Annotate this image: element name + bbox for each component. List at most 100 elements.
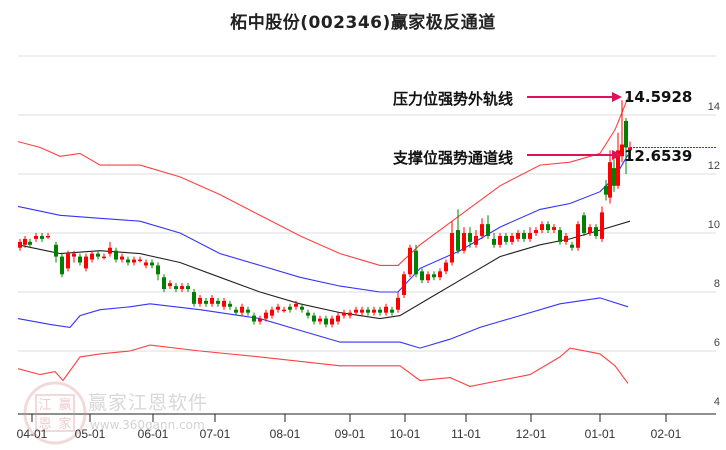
- candle-body: [78, 256, 82, 263]
- candle-body: [72, 253, 76, 257]
- candle-body: [408, 247, 412, 275]
- candle-body: [228, 303, 232, 307]
- watermark-url: www.360gann.com: [90, 418, 205, 432]
- candle-body: [558, 230, 562, 242]
- candle-body: [108, 247, 112, 254]
- x-tick-label: 07-01: [199, 427, 231, 441]
- candle-body: [546, 224, 550, 231]
- y-tick-label: 8: [713, 278, 720, 290]
- candle-body: [516, 233, 520, 239]
- candle-body: [540, 224, 544, 231]
- candle-body: [620, 144, 624, 157]
- candle-body: [438, 271, 442, 278]
- candle-body: [432, 274, 436, 278]
- candle-body: [156, 265, 160, 275]
- x-tick-label: 09-01: [334, 427, 366, 441]
- candle-body: [616, 150, 620, 186]
- candle-body: [132, 259, 136, 263]
- candle-body: [114, 250, 118, 260]
- candle-body: [420, 271, 424, 281]
- candle-body: [608, 162, 612, 198]
- candle-body: [210, 297, 214, 304]
- candle-body: [84, 256, 88, 269]
- candle-body: [402, 274, 406, 295]
- x-tick-label: 06-01: [137, 427, 169, 441]
- candle-body: [486, 224, 490, 236]
- pressure-line-label: 压力位强势外轨线: [393, 90, 514, 108]
- x-tick-label: 04-01: [16, 427, 48, 441]
- candle-body: [180, 286, 184, 290]
- candle-body: [150, 262, 154, 266]
- grid-lines: [18, 55, 716, 352]
- seal-ring: [23, 381, 87, 445]
- candle-body: [40, 235, 44, 239]
- y-tick-label: 6: [713, 337, 720, 349]
- channel-lines: [17, 97, 716, 387]
- candle-body: [252, 315, 256, 322]
- candle-body: [222, 300, 226, 307]
- candle-body: [348, 312, 352, 316]
- candle-body: [330, 318, 334, 325]
- candle-body: [366, 309, 370, 313]
- x-tick-label: 12-01: [515, 427, 547, 441]
- candle-body: [102, 256, 106, 259]
- candle-body: [174, 286, 178, 290]
- candle-body: [426, 274, 430, 281]
- candle-body: [336, 315, 340, 322]
- candle-body: [23, 238, 27, 245]
- candle-body: [318, 318, 322, 322]
- candle-body: [28, 241, 32, 245]
- candle-body: [450, 233, 454, 263]
- candle-body: [216, 300, 220, 304]
- support-line-label: 支撑位强势通道线: [393, 149, 514, 167]
- candle-body: [264, 312, 268, 319]
- candle-body: [594, 227, 598, 236]
- candle-body: [204, 300, 208, 304]
- y-tick-label: 10: [707, 219, 720, 231]
- candle-body: [234, 309, 238, 313]
- candle-body: [186, 286, 190, 290]
- candle-body: [120, 256, 124, 260]
- candle-body: [564, 235, 568, 242]
- support-line-value: 12.6539: [624, 147, 693, 165]
- seal-box: [35, 394, 75, 432]
- seal-char: 恩: [38, 417, 51, 432]
- candle-body: [168, 283, 172, 287]
- candle-body: [282, 309, 286, 312]
- candle-body: [144, 262, 148, 266]
- x-tick-label: 11-01: [451, 427, 481, 441]
- candle-body: [612, 168, 616, 186]
- y-tick-label: 12: [707, 160, 720, 172]
- x-tick-label: 01-01: [584, 427, 616, 441]
- annotation-arrows: [527, 92, 622, 160]
- seal-char: 赢: [58, 397, 71, 413]
- candle-body: [378, 309, 382, 313]
- candle-body: [390, 309, 394, 313]
- candle-body: [198, 297, 202, 304]
- candle-body: [258, 318, 262, 322]
- candle-body: [90, 253, 94, 260]
- candle-body: [468, 233, 472, 242]
- candle-body: [504, 235, 508, 242]
- watermark-text: 赢家江恩软件: [88, 392, 209, 414]
- candle-body: [312, 315, 316, 322]
- candle-body: [240, 306, 244, 313]
- candle-body: [510, 235, 514, 242]
- candle-body: [342, 312, 346, 316]
- candle-body: [522, 233, 526, 239]
- candle-body: [528, 233, 532, 239]
- x-tick-label: 10-01: [389, 427, 421, 441]
- candle-body: [576, 224, 580, 248]
- candle-body: [396, 297, 400, 310]
- candle-body: [18, 241, 22, 248]
- candle-body: [138, 259, 142, 262]
- candle-body: [456, 230, 460, 251]
- candle-body: [288, 306, 292, 310]
- candle-body: [600, 212, 604, 239]
- candle-body: [384, 306, 388, 313]
- candle-body: [294, 303, 298, 307]
- support-arrow-head: [612, 150, 622, 160]
- candle-body: [246, 309, 250, 313]
- candle-body: [66, 253, 70, 269]
